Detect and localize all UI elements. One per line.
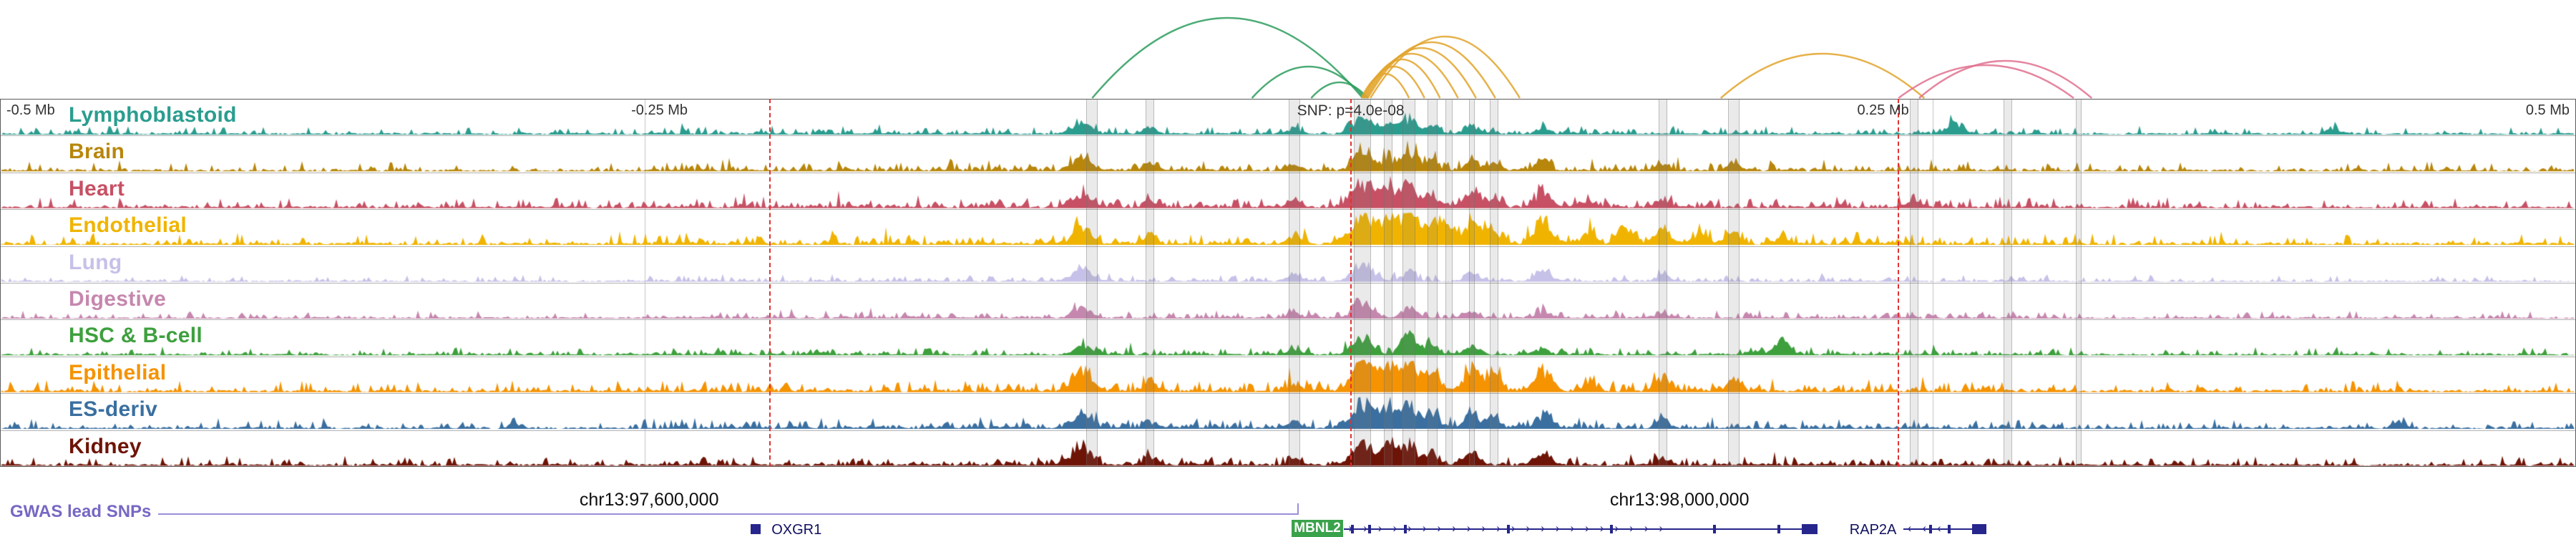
gene-endbox-rap2a: [1971, 524, 1987, 534]
track-label-hsc-b-cell: HSC & B-cell: [69, 324, 203, 348]
gene-body-mbnl2: [1344, 528, 1818, 530]
highlight-band: [1490, 99, 1498, 467]
highlight-band: [1427, 99, 1438, 467]
highlight-band: [1727, 99, 1740, 467]
highlight-band: [1658, 99, 1667, 467]
track-label-es-deriv: ES-deriv: [69, 397, 158, 422]
track-label-brain: Brain: [69, 140, 125, 164]
gwas-lead-snps-label: GWAS lead SNPs: [10, 502, 152, 521]
track-label-lymphoblastoid: Lymphoblastoid: [69, 103, 237, 127]
coordinate-label: chr13:97,600,000: [579, 490, 719, 510]
lead-snp-line: [1897, 99, 1899, 467]
track-label-endothelial: Endothelial: [69, 213, 187, 238]
highlight-band: [2004, 99, 2013, 467]
highlight-band: [1289, 99, 1300, 467]
gene-exon-mbnl2: [1610, 525, 1613, 533]
gene-exon-rap2a: [1947, 525, 1951, 533]
highlight-band: [1402, 99, 1416, 467]
gene-exon-mbnl2: [1404, 525, 1407, 533]
gene-exon-rap2a: [1929, 525, 1933, 533]
gene-name-oxgr1: OXGR1: [771, 522, 822, 537]
highlight-band: [1469, 99, 1475, 467]
gene-exon-mbnl2: [1351, 525, 1355, 533]
lead-snp-line: [769, 99, 771, 467]
coordinate-label: chr13:98,000,000: [1609, 490, 1750, 510]
axis-tick-label: 0.25 Mb: [1857, 102, 1909, 118]
gwas-snp-tick: [1297, 503, 1299, 515]
gwas-leader-line: [158, 513, 1297, 515]
gene-exon-mbnl2: [1367, 525, 1371, 533]
highlight-band: [2076, 99, 2082, 467]
track-label-heart: Heart: [69, 176, 125, 200]
gene-name-mbnl2: MBNL2: [1291, 520, 1344, 537]
gene-exon-mbnl2: [1777, 525, 1780, 533]
axis-tick-label: 0.5 Mb: [2525, 102, 2570, 118]
track-label-digestive: Digestive: [69, 287, 167, 311]
gene-body-rap2a: [1903, 528, 1987, 530]
lead-snp-line: [1350, 99, 1352, 467]
gene-box-oxgr1: [751, 524, 761, 534]
highlight-band: [1384, 99, 1393, 467]
highlight-band: [1146, 99, 1155, 467]
snp-pvalue-label: SNP: p=4.0e-08: [1297, 102, 1405, 119]
track-label-kidney: Kidney: [69, 434, 142, 458]
track-label-epithelial: Epithelial: [69, 360, 167, 384]
gene-strand-arrows-mbnl2: ››››››››››››››››››››››: [1348, 521, 1674, 535]
gene-exon-mbnl2: [1713, 525, 1716, 533]
axis-tick-label: -0.5 Mb: [6, 102, 55, 118]
highlight-band: [1354, 99, 1372, 467]
gene-strand-arrows-rap2a: ‹‹‹: [1908, 521, 1984, 536]
highlight-band: [1909, 99, 1918, 467]
axis-tick-label: -0.25 Mb: [631, 102, 688, 118]
track-label-lung: Lung: [69, 250, 122, 274]
gene-endbox-mbnl2: [1802, 524, 1818, 534]
highlight-band: [1445, 99, 1453, 467]
gene-exon-mbnl2: [1507, 525, 1510, 533]
highlight-band: [1086, 99, 1098, 467]
gene-name-rap2a: RAP2A: [1849, 522, 1897, 537]
